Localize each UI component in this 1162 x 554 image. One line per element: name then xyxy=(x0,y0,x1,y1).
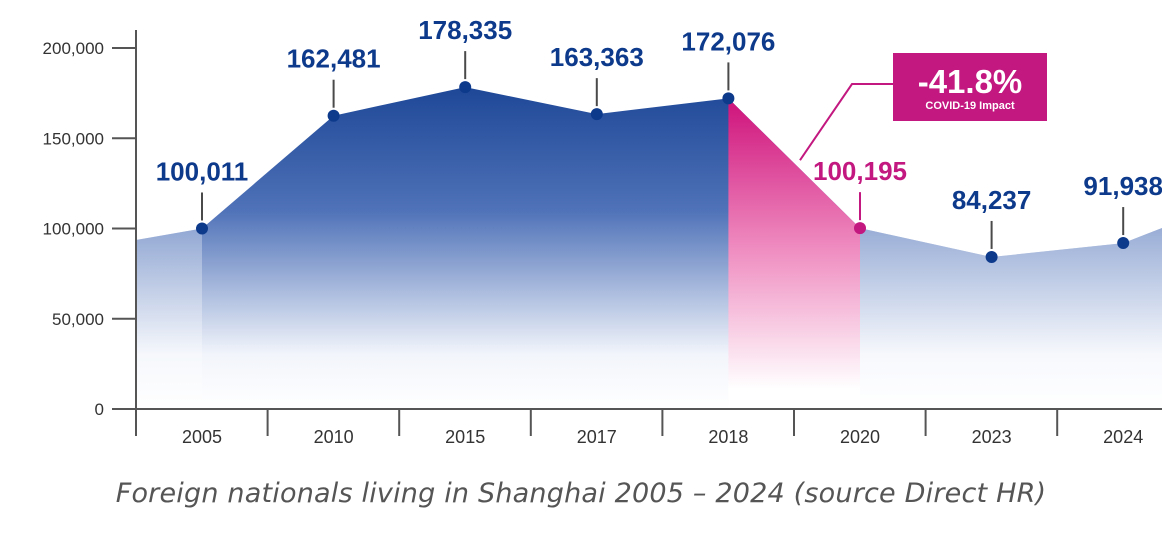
chart-caption: Foreign nationals living in Shanghai 200… xyxy=(115,478,1047,509)
data-label: 172,076 xyxy=(681,26,775,56)
area-layer xyxy=(136,87,1162,409)
y-tick-label: 0 xyxy=(95,400,104,419)
x-tick-label: 2020 xyxy=(840,427,880,447)
data-point xyxy=(985,250,998,263)
data-point xyxy=(459,81,472,94)
x-tick-label: 2017 xyxy=(577,427,617,447)
data-point xyxy=(722,92,735,105)
x-tick-label: 2018 xyxy=(708,427,748,447)
marks-layer: 100,011 162,481 178,335 163,363 172,076 100,1… xyxy=(156,15,1162,263)
data-point xyxy=(854,222,866,235)
data-point xyxy=(1117,237,1130,250)
data-label: 100,195 xyxy=(813,156,907,186)
data-point xyxy=(196,222,208,235)
blue-area xyxy=(136,87,1162,409)
callout-box xyxy=(893,53,1047,121)
callout-text: COVID-19 Impact xyxy=(925,100,1015,112)
x-tick-label: 2015 xyxy=(445,427,485,447)
data-point xyxy=(327,109,340,122)
data-label: 163,363 xyxy=(550,42,644,72)
y-tick-label: 50,000 xyxy=(52,310,104,329)
x-tick-label: 2010 xyxy=(314,427,354,447)
data-label: 91,938 xyxy=(1083,171,1162,201)
axes-layer: 0 50,000 100,000 150,000 200,000 2005 2010 2015… xyxy=(43,30,1162,447)
annotation-layer: -41.8%COVID-19 Impact xyxy=(799,53,1047,161)
post-covid-area xyxy=(860,228,1162,409)
y-tick-label: 200,000 xyxy=(43,39,104,58)
x-tick-label: 2023 xyxy=(972,427,1012,447)
data-label: 162,481 xyxy=(287,44,381,74)
early-area xyxy=(136,228,202,409)
data-label: 178,335 xyxy=(418,15,512,45)
callout-leader-line xyxy=(799,83,893,161)
y-tick-label: 100,000 xyxy=(43,220,104,239)
data-label: 84,237 xyxy=(952,185,1032,215)
y-tick-label: 150,000 xyxy=(43,129,104,148)
x-tick-label: 2024 xyxy=(1103,427,1143,447)
data-label: 100,011 xyxy=(156,156,249,186)
data-point xyxy=(590,108,603,121)
area-chart: 0 50,000 100,000 150,000 200,000 2005 2010 2015… xyxy=(43,15,1162,447)
x-tick-label: 2005 xyxy=(182,427,222,447)
callout-value: -41.8% xyxy=(918,63,1023,100)
covid-drop-area xyxy=(728,98,860,409)
